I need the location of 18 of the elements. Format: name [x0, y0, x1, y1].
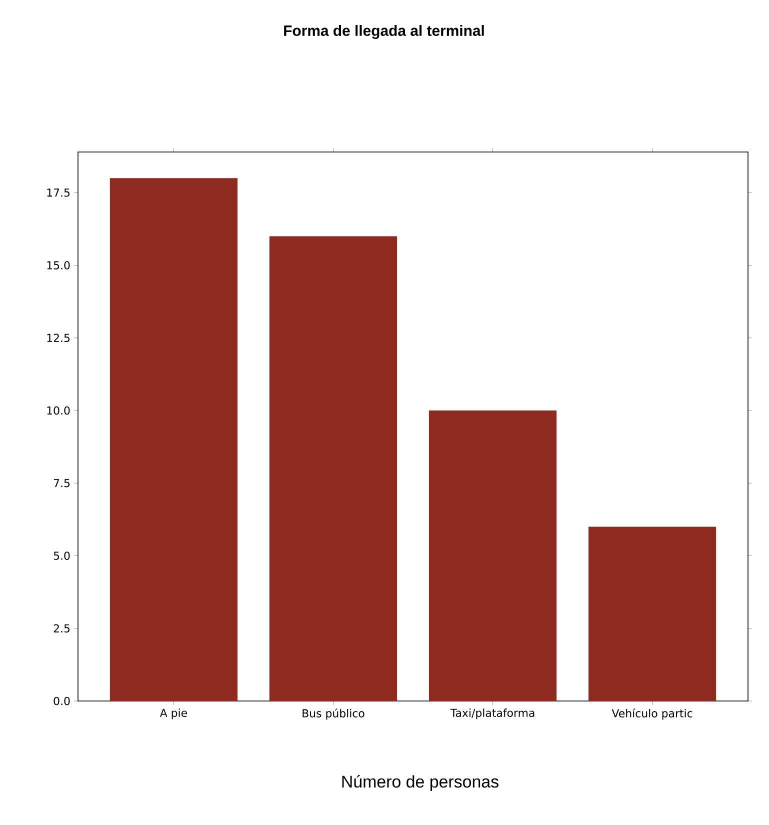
y-tick-label: 0.0	[54, 696, 70, 706]
x-tick-label: Bus público	[302, 708, 364, 720]
y-tick-label: 15.0	[47, 261, 70, 270]
chart-title: Forma de llegada al terminal	[284, 24, 484, 39]
bar	[110, 178, 238, 701]
y-tick-label: 7.5	[54, 479, 70, 488]
y-tick-label: 17.5	[47, 188, 70, 197]
x-axis-title: Número de personas	[342, 775, 498, 791]
x-tick-label: Vehículo partic	[612, 708, 692, 720]
y-tick-label: 2.5	[54, 624, 70, 633]
bar	[269, 236, 398, 701]
bar	[428, 410, 557, 701]
x-tick-label: Taxi/plataforma	[450, 708, 534, 720]
y-tick-label: 12.5	[47, 334, 70, 342]
y-tick-label: 10.0	[47, 406, 70, 415]
x-tick-label: A pie	[160, 708, 187, 720]
y-tick-label: 5.0	[54, 552, 70, 560]
bar	[588, 526, 716, 701]
